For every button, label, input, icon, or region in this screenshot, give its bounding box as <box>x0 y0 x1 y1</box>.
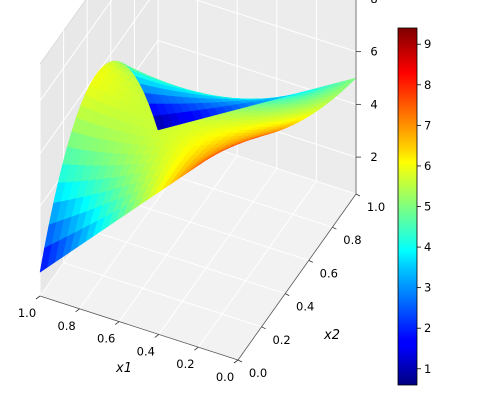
x-tick-mark <box>194 347 198 350</box>
x-tick-mark <box>115 322 119 325</box>
y-tick-mark <box>238 360 242 362</box>
z-tick-label: 2 <box>370 150 377 164</box>
colorbar-tick-label: 4 <box>424 240 431 254</box>
x-tick-mark <box>36 296 40 299</box>
colorbar-tick-label: 2 <box>424 321 431 335</box>
x-tick-mark <box>76 309 80 312</box>
colorbar-tick-label: 5 <box>424 200 431 214</box>
x-tick-mark <box>234 360 238 363</box>
y-tick-label: 0.4 <box>296 300 314 314</box>
colorbar-tick-label: 9 <box>424 37 431 51</box>
x-tick-label: 0.0 <box>216 370 234 384</box>
x-tick-label: 0.4 <box>137 344 155 358</box>
y-tick-label: 0.0 <box>249 366 267 380</box>
x-tick-label: 0.8 <box>57 319 75 333</box>
y-tick-mark <box>309 260 313 262</box>
colorbar-ticks: 1 2 3 4 5 6 7 8 9 <box>417 37 431 376</box>
y-tick-mark <box>332 227 336 229</box>
y-tick-label: 0.8 <box>343 233 361 247</box>
z-tick-label: 4 <box>370 97 377 111</box>
z-tick-label: 6 <box>370 45 377 59</box>
colorbar-tick-label: 3 <box>424 281 431 295</box>
y-axis-label: x2 <box>323 328 340 343</box>
y-tick-label: 1.0 <box>367 200 385 214</box>
x-tick-label: 0.2 <box>176 357 194 371</box>
z-axis-ticks: 2 4 6 8 <box>356 0 378 164</box>
y-tick-mark <box>262 327 266 329</box>
y-tick-mark <box>285 294 289 296</box>
x-tick-mark <box>155 334 159 337</box>
z-tick-label: 8 <box>370 0 377 6</box>
colorbar-tick-label: 6 <box>424 159 431 173</box>
x-tick-label: 0.6 <box>97 332 115 346</box>
colorbar-tick-label: 7 <box>424 118 431 132</box>
y-tick-label: 0.2 <box>272 333 290 347</box>
x-axis-label: x1 <box>115 361 132 376</box>
colorbar-tick-label: 8 <box>424 78 431 92</box>
colorbar-tick-label: 1 <box>424 362 431 376</box>
y-tick-label: 0.6 <box>320 266 338 280</box>
x-tick-label: 1.0 <box>18 306 36 320</box>
y-tick-mark <box>356 194 360 196</box>
colorbar <box>398 28 417 385</box>
